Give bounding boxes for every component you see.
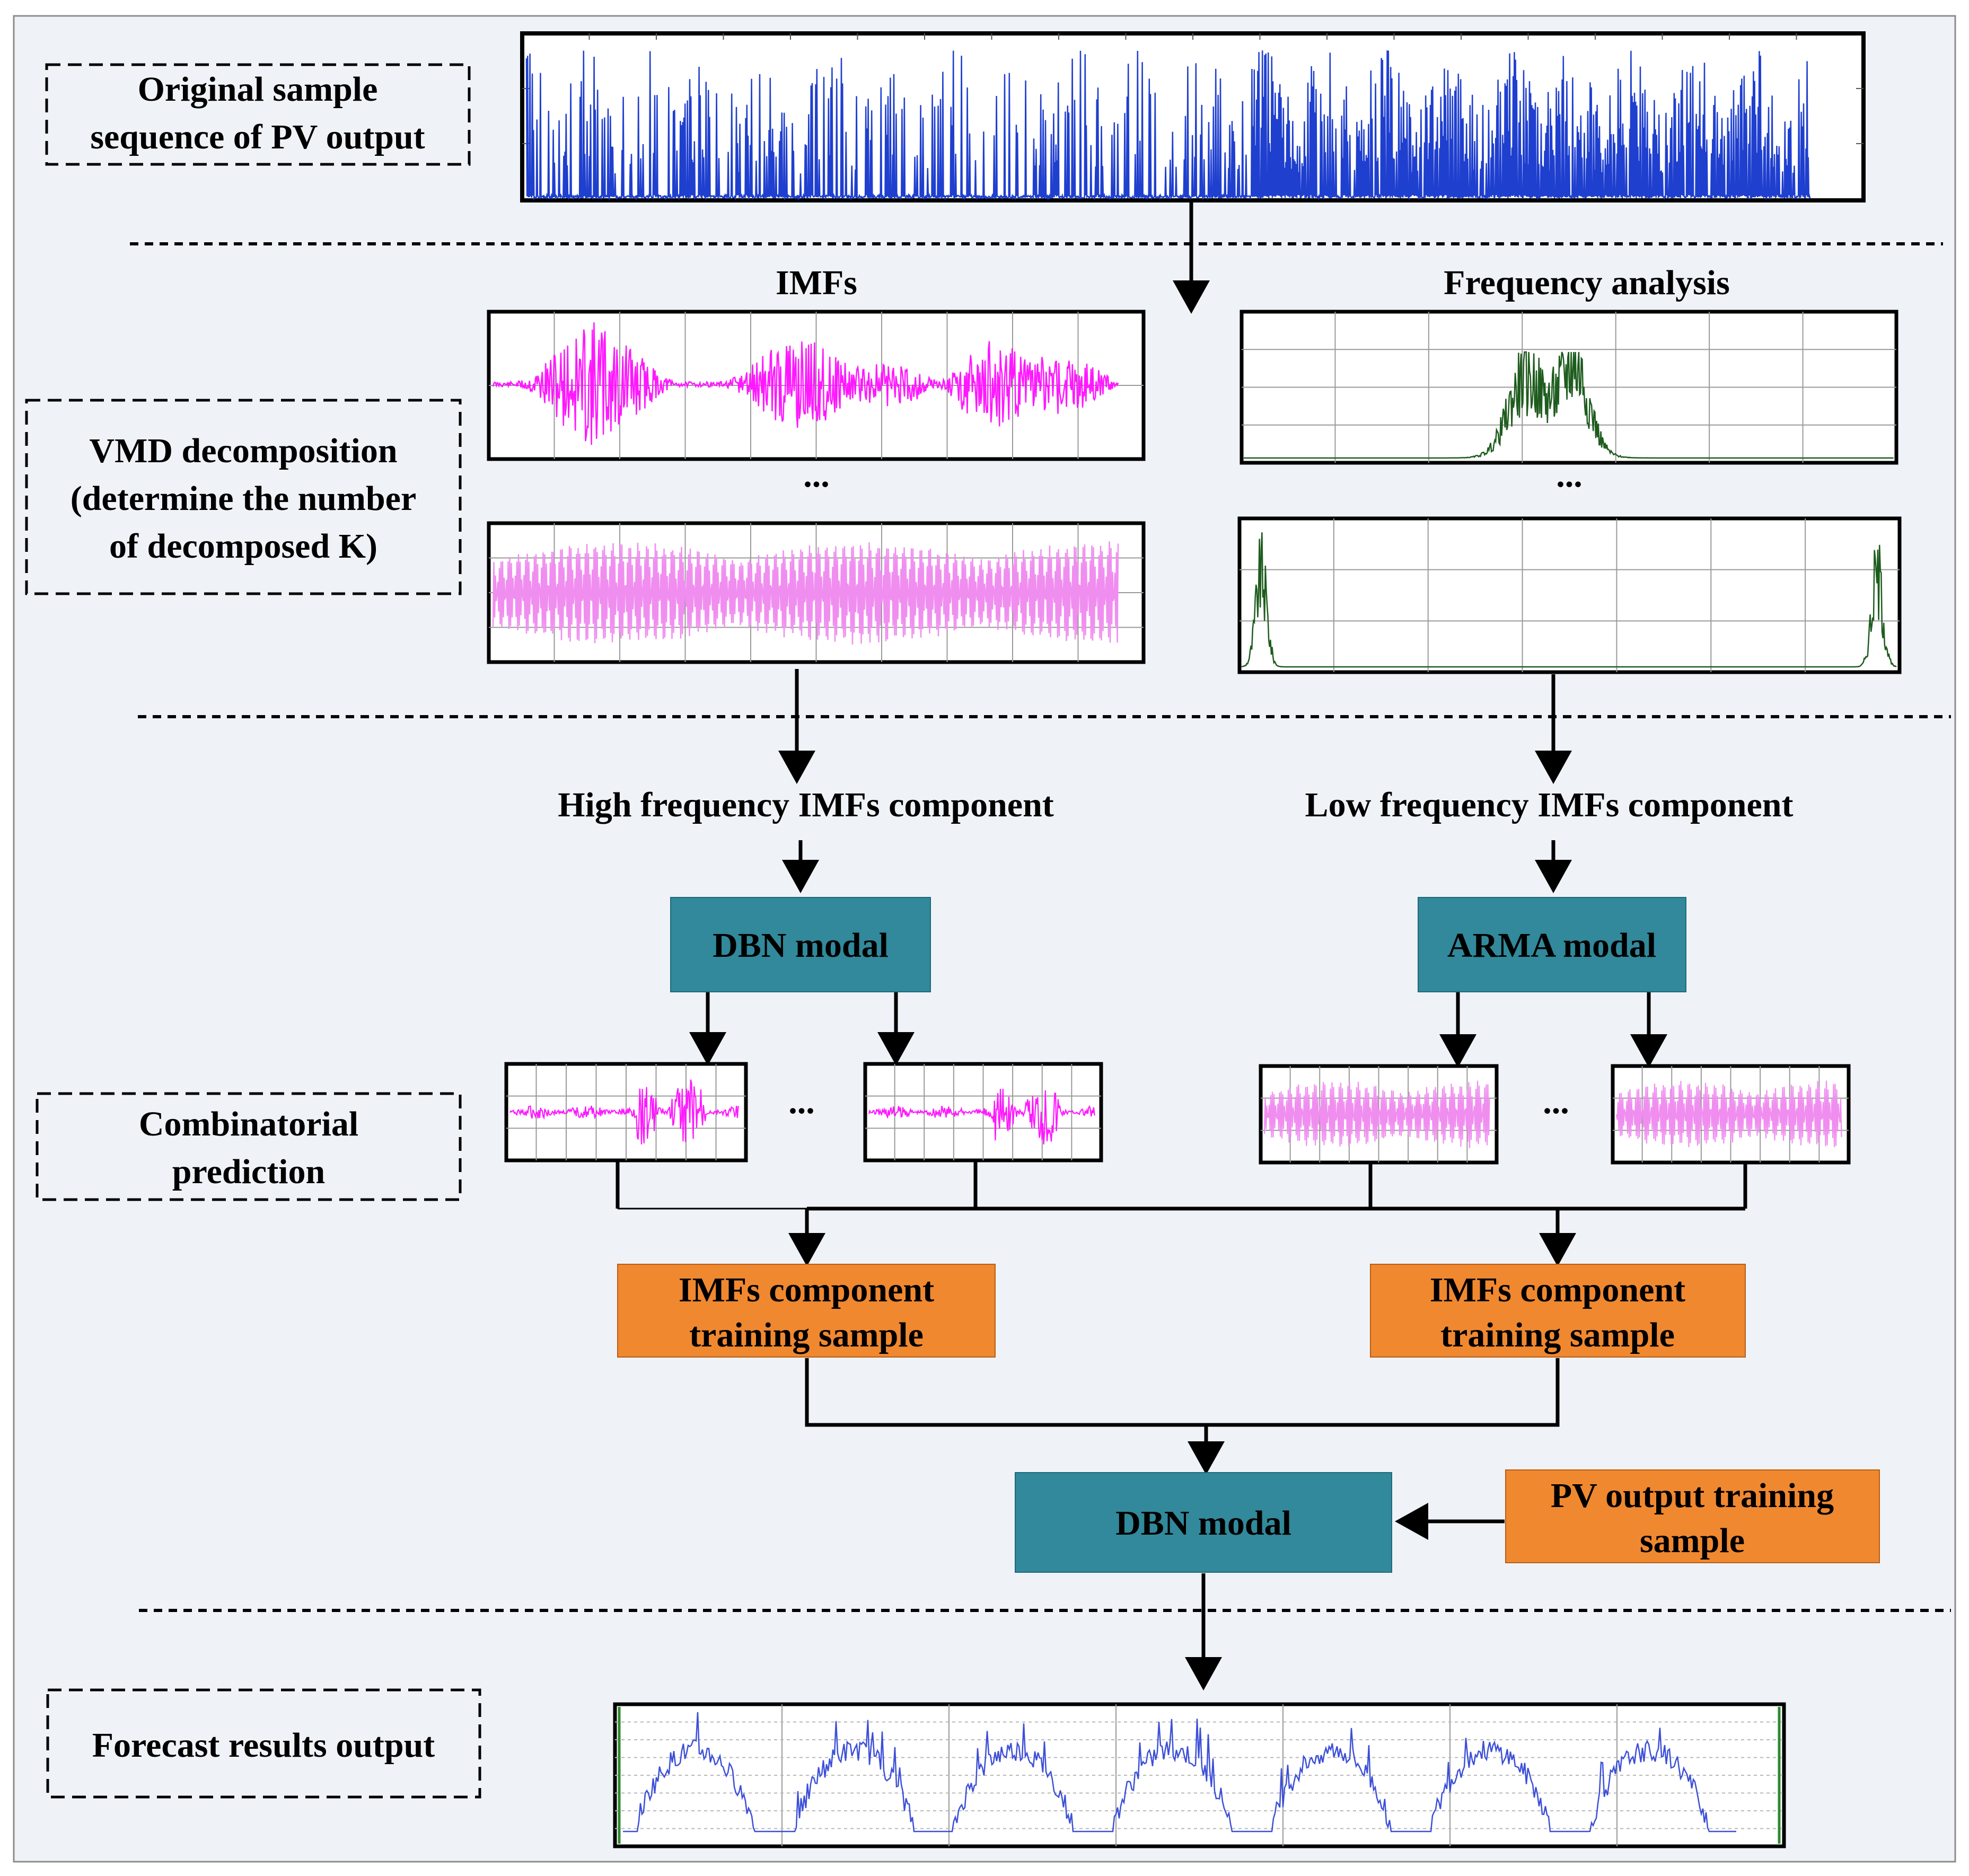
- ellipsis-high-predictions: ...: [788, 1082, 815, 1121]
- high-component-heading: High frequency IMFs component: [558, 786, 1054, 824]
- arma-model-low: ARMA modal: [1418, 897, 1686, 992]
- plot-spectrum-high: [1240, 310, 1898, 465]
- stage-vmd-line-1: VMD decomposition: [89, 431, 397, 470]
- plot-original-sequence: [520, 31, 1866, 202]
- stage-combination-line-2: prediction: [172, 1152, 325, 1191]
- training-sample-high: IMFs component training sample: [617, 1264, 996, 1358]
- plot-pred-high-1: [504, 1062, 748, 1162]
- low-component-heading: Low frequency IMFs component: [1305, 786, 1794, 824]
- stage-label-original: Original sample sequence of PV output: [45, 63, 471, 166]
- plot-forecast-output: [613, 1702, 1786, 1848]
- dbn-model-high-label: DBN modal: [713, 926, 889, 965]
- connectors: [616, 200, 1747, 1690]
- training-sample-low-line-2: training sample: [1440, 1316, 1675, 1354]
- stage-original-line-2: sequence of PV output: [90, 118, 425, 156]
- stage-label-vmd: VMD decomposition (determine the number …: [25, 399, 462, 595]
- training-sample-low: IMFs component training sample: [1370, 1264, 1746, 1358]
- pv-training-line-2: sample: [1640, 1521, 1745, 1560]
- plot-pred-low-2: [1611, 1064, 1851, 1165]
- arma-model-low-label: ARMA modal: [1447, 926, 1656, 965]
- dbn-model-final: DBN modal: [1015, 1472, 1392, 1573]
- plot-imf-high: [487, 310, 1146, 461]
- pv-output-training-sample: PV output training sample: [1505, 1469, 1880, 1563]
- stage-combination-line-1: Combinatorial: [139, 1105, 358, 1143]
- stage-label-combination: Combinatorial prediction: [36, 1092, 462, 1201]
- plot-spectrum-low: [1237, 516, 1902, 674]
- stage-label-forecast: Forecast results output: [46, 1688, 481, 1799]
- plot-pred-low-1: [1259, 1064, 1499, 1165]
- dbn-model-high: DBN modal: [670, 897, 931, 992]
- stage-original-line-1: Original sample: [138, 70, 378, 109]
- plot-imf-low: [487, 521, 1146, 664]
- frequency-heading: Frequency analysis: [1444, 263, 1730, 302]
- stage-forecast-line-1: Forecast results output: [92, 1726, 435, 1765]
- ellipsis-low-predictions: ...: [1543, 1082, 1569, 1121]
- dbn-model-final-label: DBN modal: [1115, 1504, 1291, 1543]
- plot-pred-high-2: [863, 1062, 1103, 1162]
- ellipsis-imfs: ...: [803, 456, 830, 495]
- training-sample-high-line-2: training sample: [689, 1316, 924, 1354]
- pv-training-line-1: PV output training: [1551, 1476, 1834, 1515]
- training-sample-high-line-1: IMFs component: [679, 1271, 934, 1309]
- stage-vmd-line-3: of decomposed K): [109, 527, 377, 566]
- training-sample-low-line-1: IMFs component: [1430, 1271, 1685, 1309]
- stage-vmd-line-2: (determine the number: [71, 479, 417, 518]
- imfs-heading: IMFs: [776, 263, 857, 302]
